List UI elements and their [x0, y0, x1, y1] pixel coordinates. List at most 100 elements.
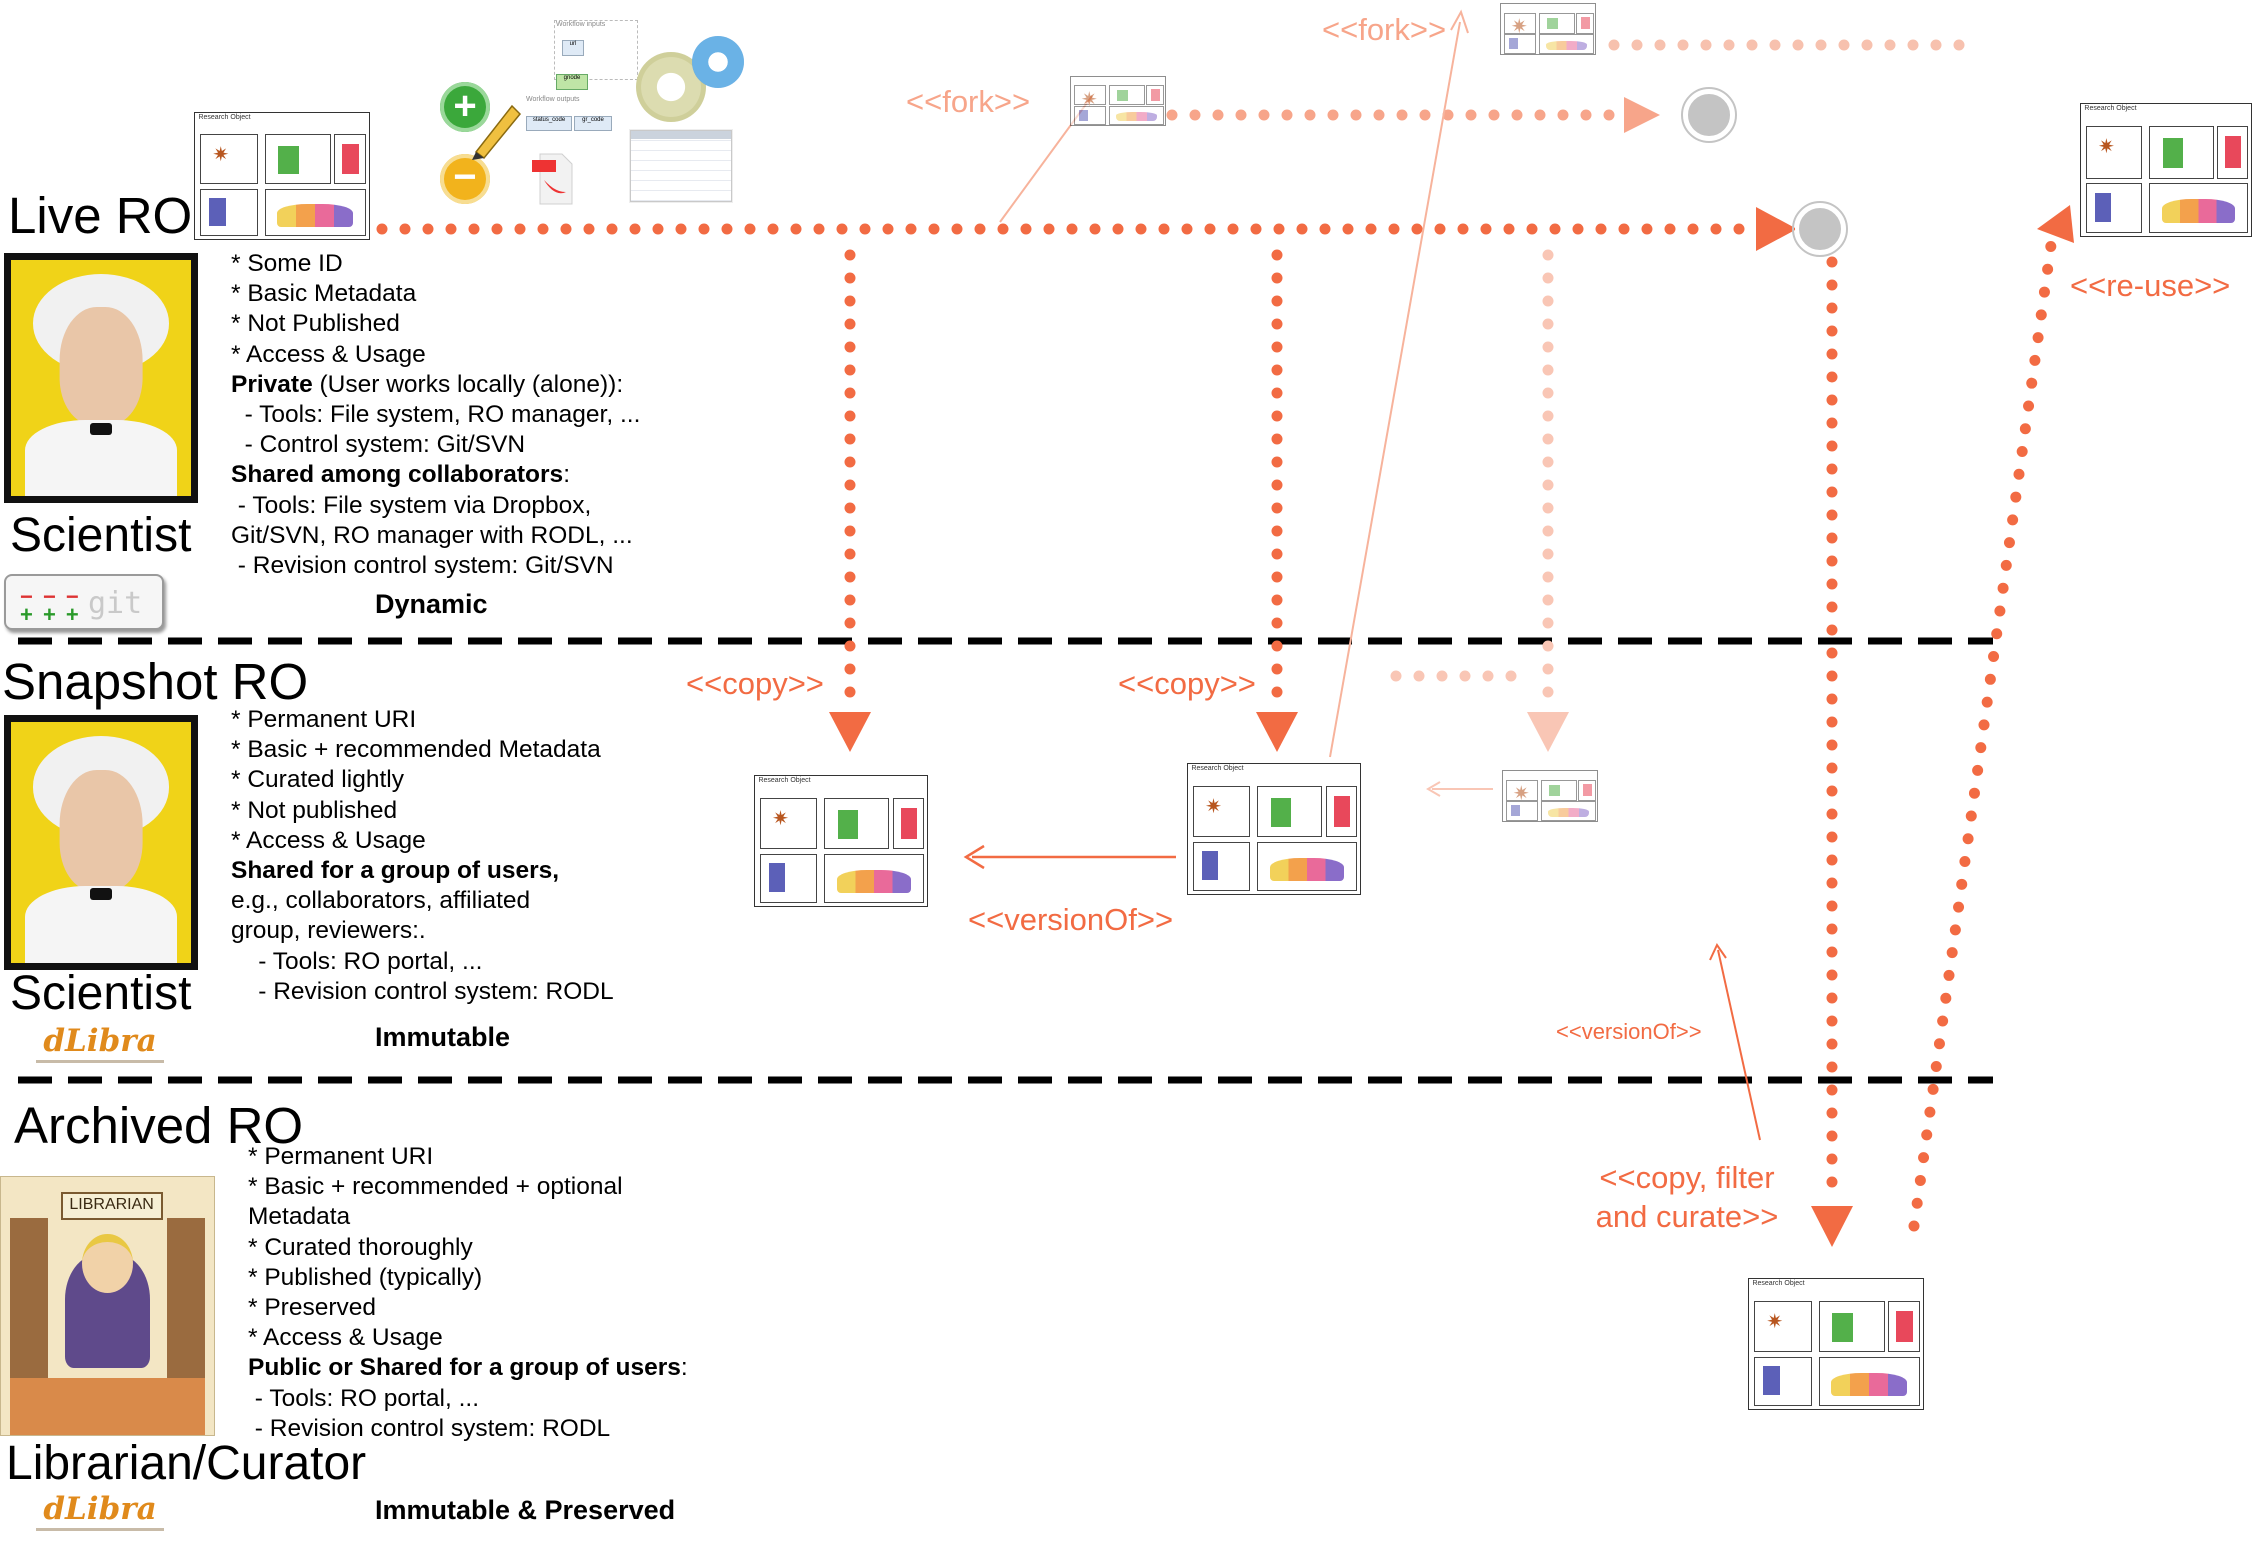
- ro-title: Research Object: [758, 777, 811, 785]
- portrait-bowtie: [90, 422, 112, 435]
- label-copy-filter-curate-line-2: and curate>>: [1595, 1199, 1779, 1234]
- role-label-archived: Librarian/Curator: [6, 1437, 367, 1490]
- ro-title: Research Object: [198, 114, 251, 122]
- copy-line-2-arrowhead: [1256, 712, 1298, 752]
- end-state-icon: [1795, 204, 1845, 254]
- ro-workflow: [200, 134, 258, 185]
- property-line: Git/SVN, RO manager with RODL, ...: [231, 521, 633, 549]
- ro-workflow: [1193, 786, 1251, 838]
- property-line: * Not published: [231, 796, 398, 824]
- ro-paper: [1146, 85, 1165, 106]
- end-state-outline: [1681, 87, 1737, 143]
- label-copy-1: <<copy>>: [686, 666, 824, 701]
- property-line: * Curated thoroughly: [248, 1233, 473, 1261]
- ro-data: [1538, 12, 1576, 34]
- property-line: - Tools: RO portal, ...: [248, 1384, 480, 1412]
- librarian-head: [81, 1233, 134, 1294]
- property-line: Public or Shared for a group of users:: [248, 1353, 688, 1383]
- ro-investigation: [1108, 105, 1165, 126]
- ro-title: Research Object: [2084, 105, 2137, 113]
- ro-paper: [1578, 779, 1597, 801]
- copy-line-3-arrowhead: [1527, 712, 1569, 752]
- ro-investigation: [1256, 842, 1357, 891]
- ro-investigation: [823, 854, 924, 903]
- copy-line-1-arrowhead: [829, 712, 871, 752]
- property-bold: Public or Shared for a group of users: [248, 1354, 681, 1382]
- end-state-outline: [1792, 201, 1848, 257]
- ro-results: [760, 854, 818, 903]
- version-of-line-2-arrowhead: [1709, 942, 1727, 961]
- label-copy-filter-curate-line-1: <<copy, filter: [1599, 1160, 1775, 1195]
- level-title-archived: Archived RO: [14, 1097, 304, 1154]
- reuse-line-arrowhead: [2037, 205, 2074, 243]
- nature-archived: Immutable & Preserved: [375, 1495, 676, 1525]
- ro-data: [823, 798, 890, 850]
- ro-paper: [1888, 1301, 1920, 1353]
- property-line: * Preserved: [248, 1293, 377, 1321]
- property-line: - Tools: File system, RO manager, ...: [231, 400, 641, 428]
- property-rest: (User works locally (alone)):: [312, 370, 624, 398]
- ro-results: [2086, 183, 2143, 233]
- level-title-live: Live RO: [8, 187, 193, 244]
- live-timeline-arrowhead: [1756, 207, 1797, 251]
- research-object-fork-2[interactable]: [1500, 3, 1596, 55]
- ro-investigation: [2149, 183, 2248, 233]
- ro-paper: [892, 798, 924, 850]
- label-copy-2: <<copy>>: [1118, 666, 1256, 701]
- ro-results: [1505, 801, 1538, 821]
- spreadsheet-header: [631, 131, 731, 139]
- dlibra-logo-word: dLibra: [43, 1023, 157, 1059]
- property-line: Metadata: [248, 1203, 351, 1231]
- research-object-archived[interactable]: Research Object: [1748, 1278, 1924, 1410]
- property-bold: Private: [231, 370, 313, 398]
- research-object-snapshot-1[interactable]: Research Object: [754, 775, 928, 907]
- property-line: * Access & Usage: [248, 1324, 443, 1352]
- property-line: * Permanent URI: [231, 706, 417, 733]
- research-object-snapshot-3[interactable]: [1502, 770, 1598, 822]
- librarian-sign: LIBRARIAN: [60, 1192, 163, 1220]
- properties-archived: * Permanent URI * Basic + recommended + …: [248, 1142, 688, 1444]
- ro-paper: [334, 134, 366, 185]
- dlibra-logo-bar: [35, 1528, 165, 1531]
- portrait-face: [59, 770, 143, 891]
- portrait-face: [59, 307, 143, 426]
- end-state-icon: [1684, 90, 1734, 140]
- research-object-live[interactable]: Research Object: [194, 112, 370, 240]
- label-version-of-1: <<versionOf>>: [968, 902, 1174, 937]
- property-line: - Tools: RO portal, ...: [231, 947, 483, 975]
- property-line: * Access & Usage: [231, 340, 426, 368]
- property-bold: Shared among collaborators: [231, 461, 564, 489]
- property-line: * Published (typically): [248, 1263, 483, 1291]
- research-object-snapshot-2[interactable]: Research Object: [1187, 763, 1361, 895]
- ro-paper: [1325, 786, 1357, 838]
- dlibra-logo-bar: [35, 1060, 165, 1063]
- property-line: Shared among collaborators:: [231, 460, 640, 490]
- property-line: * Basic Metadata: [231, 280, 417, 308]
- ro-title: Research Object: [1191, 765, 1244, 773]
- ro-paper: [1576, 12, 1595, 34]
- workflow-sketch: Workflow inputs url gnode Workflow outpu…: [526, 18, 638, 148]
- property-line: * Not Published: [231, 310, 400, 338]
- nature-snapshot: Immutable: [375, 1022, 511, 1052]
- properties-snapshot: * Permanent URI * Basic + recommended Me…: [231, 705, 614, 1007]
- gear-icon: [692, 36, 744, 88]
- property-line: Private (User works locally (alone)):: [231, 370, 640, 400]
- workflow-inputs-label: Workflow inputs: [556, 21, 606, 28]
- property-rest: :: [680, 1354, 688, 1382]
- properties-live: * Some ID * Basic Metadata * Not Publish…: [231, 249, 640, 581]
- scientist-portrait-live: [4, 253, 198, 503]
- label-fork-2: <<fork>>: [1322, 12, 1447, 47]
- role-label-snapshot: Scientist: [10, 967, 192, 1020]
- ro-results: [1193, 842, 1251, 891]
- fork-line-2: [1329, 21, 1461, 758]
- property-line: - Control system: Git/SVN: [231, 431, 526, 459]
- version-of-line-1-arrowhead: [963, 844, 985, 870]
- git-logo-word: git: [88, 586, 143, 621]
- ro-data: [264, 134, 331, 185]
- ro-investigation: [1538, 34, 1595, 54]
- research-object-reuse[interactable]: Research Object: [2080, 103, 2252, 237]
- workflow-outputs-label: Workflow outputs: [526, 96, 580, 103]
- property-rest: :: [563, 461, 570, 489]
- research-object-fork-1[interactable]: [1070, 76, 1166, 126]
- nature-live: Dynamic: [375, 589, 488, 619]
